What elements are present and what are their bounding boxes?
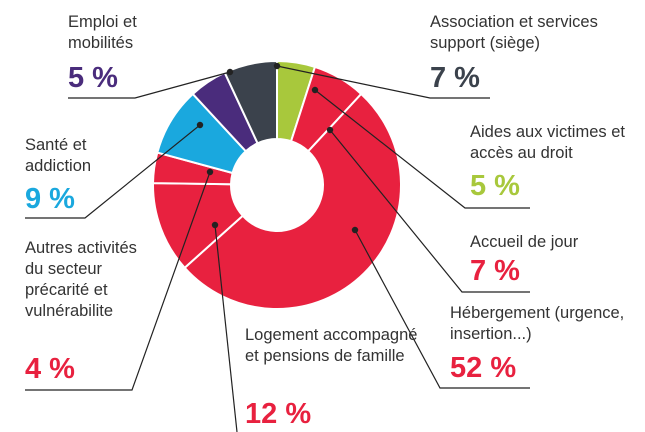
leader-line [25,171,211,391]
category-label: Hébergement (urgence, insertion...) [450,304,625,343]
value-label: 9 % [25,183,75,215]
leader-line [314,89,530,209]
category-label: Aides aux victimes et accès au droit [470,123,625,162]
leader-dot [196,121,204,129]
leader-dot [226,68,234,76]
category-label: Association et services support (siège) [430,13,598,52]
leader-line [354,229,530,389]
category-label: Emploi et mobilités [68,13,137,52]
leader-line [276,65,490,99]
leader-line [214,224,238,432]
donut-segment [223,59,278,145]
leader-dot [351,226,359,234]
leader-line [329,129,530,293]
value-label: 5 % [68,62,118,94]
category-label: Santé et addiction [25,136,92,175]
leader-line [68,71,231,99]
leader-dot [311,86,319,94]
leader-dot [206,168,214,176]
leader-dot [211,221,219,229]
value-label: 5 % [470,170,520,202]
value-label: 4 % [25,353,75,385]
leader-dot [326,126,334,134]
category-label: Accueil de jour [470,233,579,251]
category-label: Autres activités du secteur précarité et… [25,239,137,320]
leader-dot [273,62,281,70]
leader-line [25,124,201,219]
value-label: 52 % [450,352,517,384]
donut-segment [183,92,402,310]
value-label: 12 % [245,398,312,430]
value-label: 7 % [470,255,520,287]
value-label: 7 % [430,62,480,94]
category-label: Logement accompagné et pensions de famil… [245,326,418,365]
